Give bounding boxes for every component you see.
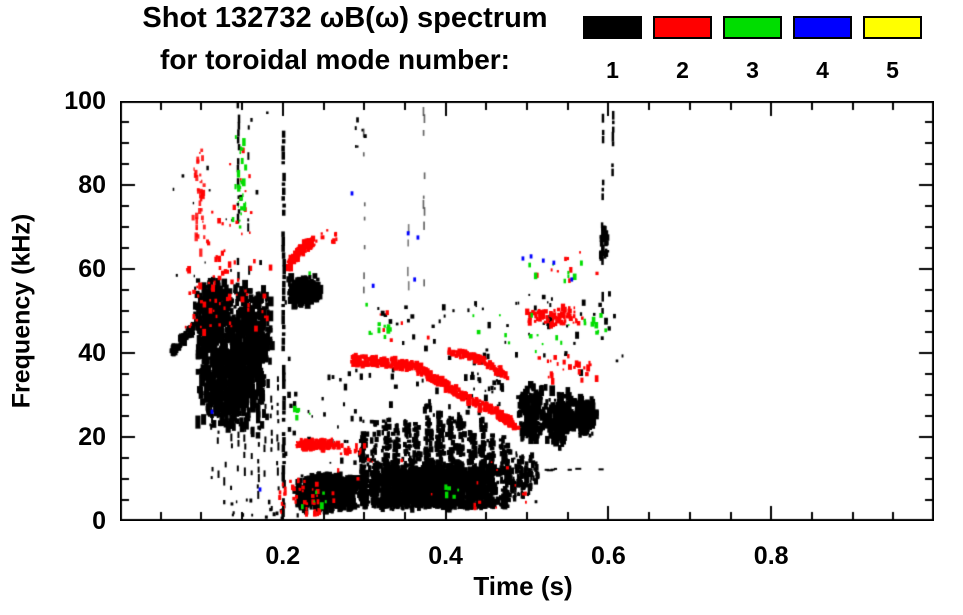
legend-swatch-mode-2 [653,16,712,39]
legend-item-4: 4 [793,16,852,82]
y-tick-label: 0 [92,507,106,535]
plot-area [120,101,934,521]
legend-label-mode-5: 5 [886,57,899,83]
legend: 1 2 3 4 5 [583,16,922,82]
legend-item-5: 5 [863,16,922,82]
x-tick-label: 0.2 [265,542,301,570]
x-tick-label: 0.4 [428,542,463,570]
y-tick-label: 100 [64,87,106,115]
legend-label-mode-2: 2 [676,57,689,83]
x-tick-label: 0.6 [591,542,626,570]
chart-title-line1: Shot 132732 ωB(ω) spectrum [142,2,548,34]
legend-item-2: 2 [653,16,712,82]
legend-swatch-mode-4 [793,16,852,39]
y-tick-label: 60 [78,255,106,283]
y-tick-label: 80 [78,171,106,199]
chart-title-line2: for toroidal mode number: [160,44,510,75]
legend-label-mode-1: 1 [606,57,619,83]
x-tick-label: 0.8 [753,542,789,570]
legend-swatch-mode-5 [863,16,922,39]
y-tick-label: 40 [78,339,106,367]
legend-item-1: 1 [583,16,642,82]
spectrogram-canvas [120,101,934,521]
y-tick-label: 20 [78,423,106,451]
legend-swatch-mode-1 [583,16,642,39]
legend-swatch-mode-3 [723,16,782,39]
x-axis-label: Time (s) [473,571,573,601]
legend-label-mode-4: 4 [816,57,829,83]
legend-item-3: 3 [723,16,782,82]
legend-label-mode-3: 3 [746,57,759,83]
